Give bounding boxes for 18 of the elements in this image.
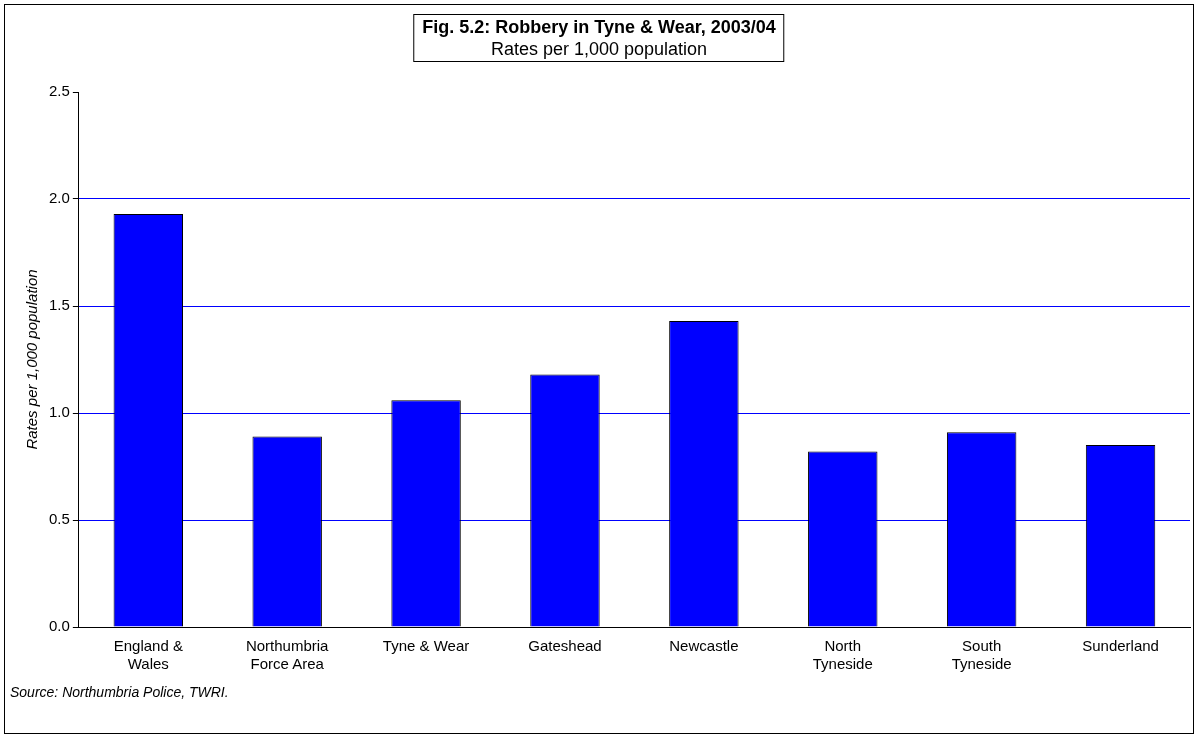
y-tick-label: 0.5 [48, 510, 70, 528]
x-tick-label: Newcastle [669, 637, 739, 655]
x-tick-label: South Tyneside [951, 637, 1012, 673]
y-tick-label: 2.5 [48, 82, 70, 100]
source-note: Source: Northumbria Police, TWRI. [10, 684, 229, 700]
chart-subtitle: Rates per 1,000 population [489, 38, 709, 60]
x-tick-label: Gateshead [528, 637, 602, 655]
y-tick-label: 2.0 [48, 189, 70, 207]
x-tick-label: Sunderland [1082, 637, 1159, 655]
chart-title: Fig. 5.2: Robbery in Tyne & Wear, 2003/04 [422, 16, 776, 38]
x-tick-label: North Tyneside [812, 637, 873, 673]
x-tick-label: England & Wales [113, 637, 183, 673]
x-tick-label: Tyne & Wear [382, 637, 470, 655]
y-axis-title: Rates per 1,000 population [23, 269, 41, 450]
y-tick-label: 1.5 [48, 296, 70, 314]
y-tick-label: 1.0 [48, 403, 70, 421]
x-tick-label: Northumbria Force Area [245, 637, 330, 673]
y-tick-label: 0.0 [48, 617, 70, 635]
